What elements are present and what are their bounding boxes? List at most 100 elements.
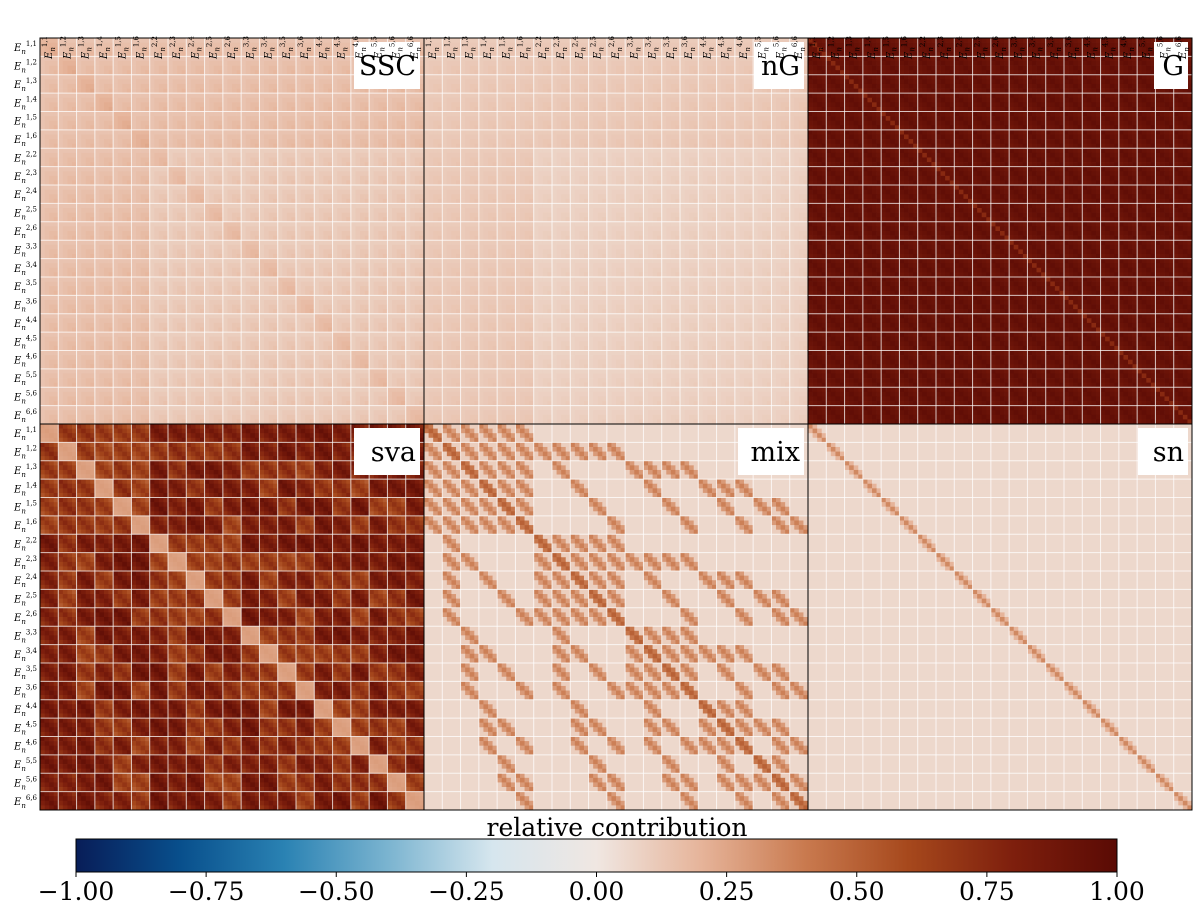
heatmap-cell: [63, 153, 68, 158]
heatmap-cell: [45, 79, 50, 84]
heatmap-cell: [214, 84, 219, 89]
heatmap-cell: [223, 75, 228, 80]
heatmap-cell: [95, 130, 100, 135]
heatmap-cell: [246, 167, 251, 172]
heatmap-cell: [264, 61, 269, 66]
heatmap-cell: [342, 121, 347, 126]
heatmap-cell: [205, 79, 210, 84]
heatmap-cell: [104, 139, 109, 144]
heatmap-cell: [131, 102, 136, 107]
heatmap-cell: [355, 176, 360, 181]
heatmap-cell: [209, 171, 214, 176]
heatmap-cell: [99, 98, 104, 103]
heatmap-cell: [40, 121, 45, 126]
heatmap-cell: [250, 112, 255, 117]
heatmap-cell: [49, 66, 54, 71]
heatmap-cell: [246, 61, 251, 66]
heatmap-cell: [67, 84, 72, 89]
heatmap-cell: [296, 79, 301, 84]
heatmap-cell: [214, 135, 219, 140]
heatmap-cell: [81, 98, 86, 103]
heatmap-cell: [351, 171, 356, 176]
heatmap-cell: [296, 130, 301, 135]
heatmap-cell: [191, 130, 196, 135]
heatmap-cell: [173, 61, 178, 66]
heatmap-cell: [314, 75, 319, 80]
heatmap-cell: [40, 116, 45, 121]
heatmap-cell: [150, 135, 155, 140]
heatmap-cell: [159, 98, 164, 103]
heatmap-cell: [99, 171, 104, 176]
heatmap-cell: [77, 171, 82, 176]
heatmap-cell: [141, 84, 146, 89]
heatmap-cell: [301, 121, 306, 126]
heatmap-cell: [49, 171, 54, 176]
heatmap-cell: [168, 61, 173, 66]
heatmap-cell: [99, 176, 104, 181]
heatmap-cell: [177, 157, 182, 162]
heatmap-cell: [40, 93, 45, 98]
heatmap-cell: [113, 98, 118, 103]
heatmap-cell: [314, 61, 319, 66]
heatmap-cell: [387, 116, 392, 121]
heatmap-cell: [77, 121, 82, 126]
heatmap-cell: [369, 167, 374, 172]
heatmap-cell: [378, 112, 383, 117]
heatmap-cell: [319, 79, 324, 84]
heatmap-cell: [250, 139, 255, 144]
heatmap-cell: [195, 130, 200, 135]
heatmap-cell: [104, 121, 109, 126]
heatmap-cell: [360, 171, 365, 176]
heatmap-cell: [86, 93, 91, 98]
heatmap-cell: [49, 176, 54, 181]
heatmap-cell: [397, 102, 402, 107]
heatmap-cell: [250, 171, 255, 176]
heatmap-cell: [77, 102, 82, 107]
heatmap-cell: [40, 153, 45, 158]
heatmap-cell: [351, 153, 356, 158]
heatmap-cell: [195, 79, 200, 84]
heatmap-cell: [168, 167, 173, 172]
heatmap-cell: [355, 153, 360, 158]
heatmap-cell: [99, 130, 104, 135]
heatmap-cell: [214, 176, 219, 181]
heatmap-cell: [342, 79, 347, 84]
heatmap-cell: [301, 167, 306, 172]
heatmap-cell: [63, 66, 68, 71]
heatmap-cell: [81, 112, 86, 117]
heatmap-cell: [378, 130, 383, 135]
heatmap-cell: [136, 102, 141, 107]
heatmap-cell: [63, 93, 68, 98]
heatmap-cell: [250, 148, 255, 153]
heatmap-cell: [154, 84, 159, 89]
heatmap-cell: [159, 153, 164, 158]
heatmap-cell: [45, 75, 50, 80]
heatmap-cell: [410, 167, 415, 172]
heatmap-cell: [337, 66, 342, 71]
heatmap-cell: [205, 157, 210, 162]
heatmap-cell: [122, 135, 127, 140]
heatmap-cell: [154, 66, 159, 71]
heatmap-cell: [301, 116, 306, 121]
heatmap-cell: [319, 116, 324, 121]
heatmap-cell: [337, 121, 342, 126]
heatmap-cell: [141, 61, 146, 66]
heatmap-cell: [67, 102, 72, 107]
heatmap-cell: [227, 61, 232, 66]
heatmap-cell: [81, 153, 86, 158]
heatmap-cell: [95, 153, 100, 158]
heatmap-cell: [136, 98, 141, 103]
heatmap-cell: [246, 121, 251, 126]
heatmap-cell: [342, 139, 347, 144]
heatmap-cell: [95, 171, 100, 176]
heatmap-cell: [195, 38, 200, 43]
heatmap-cell: [40, 102, 45, 107]
heatmap-cell: [406, 135, 411, 140]
heatmap-cell: [154, 167, 159, 172]
heatmap-cell: [45, 157, 50, 162]
heatmap-cell: [99, 102, 104, 107]
heatmap-cell: [278, 135, 283, 140]
heatmap-cell: [360, 112, 365, 117]
heatmap-cell: [374, 176, 379, 181]
heatmap-cell: [40, 135, 45, 140]
